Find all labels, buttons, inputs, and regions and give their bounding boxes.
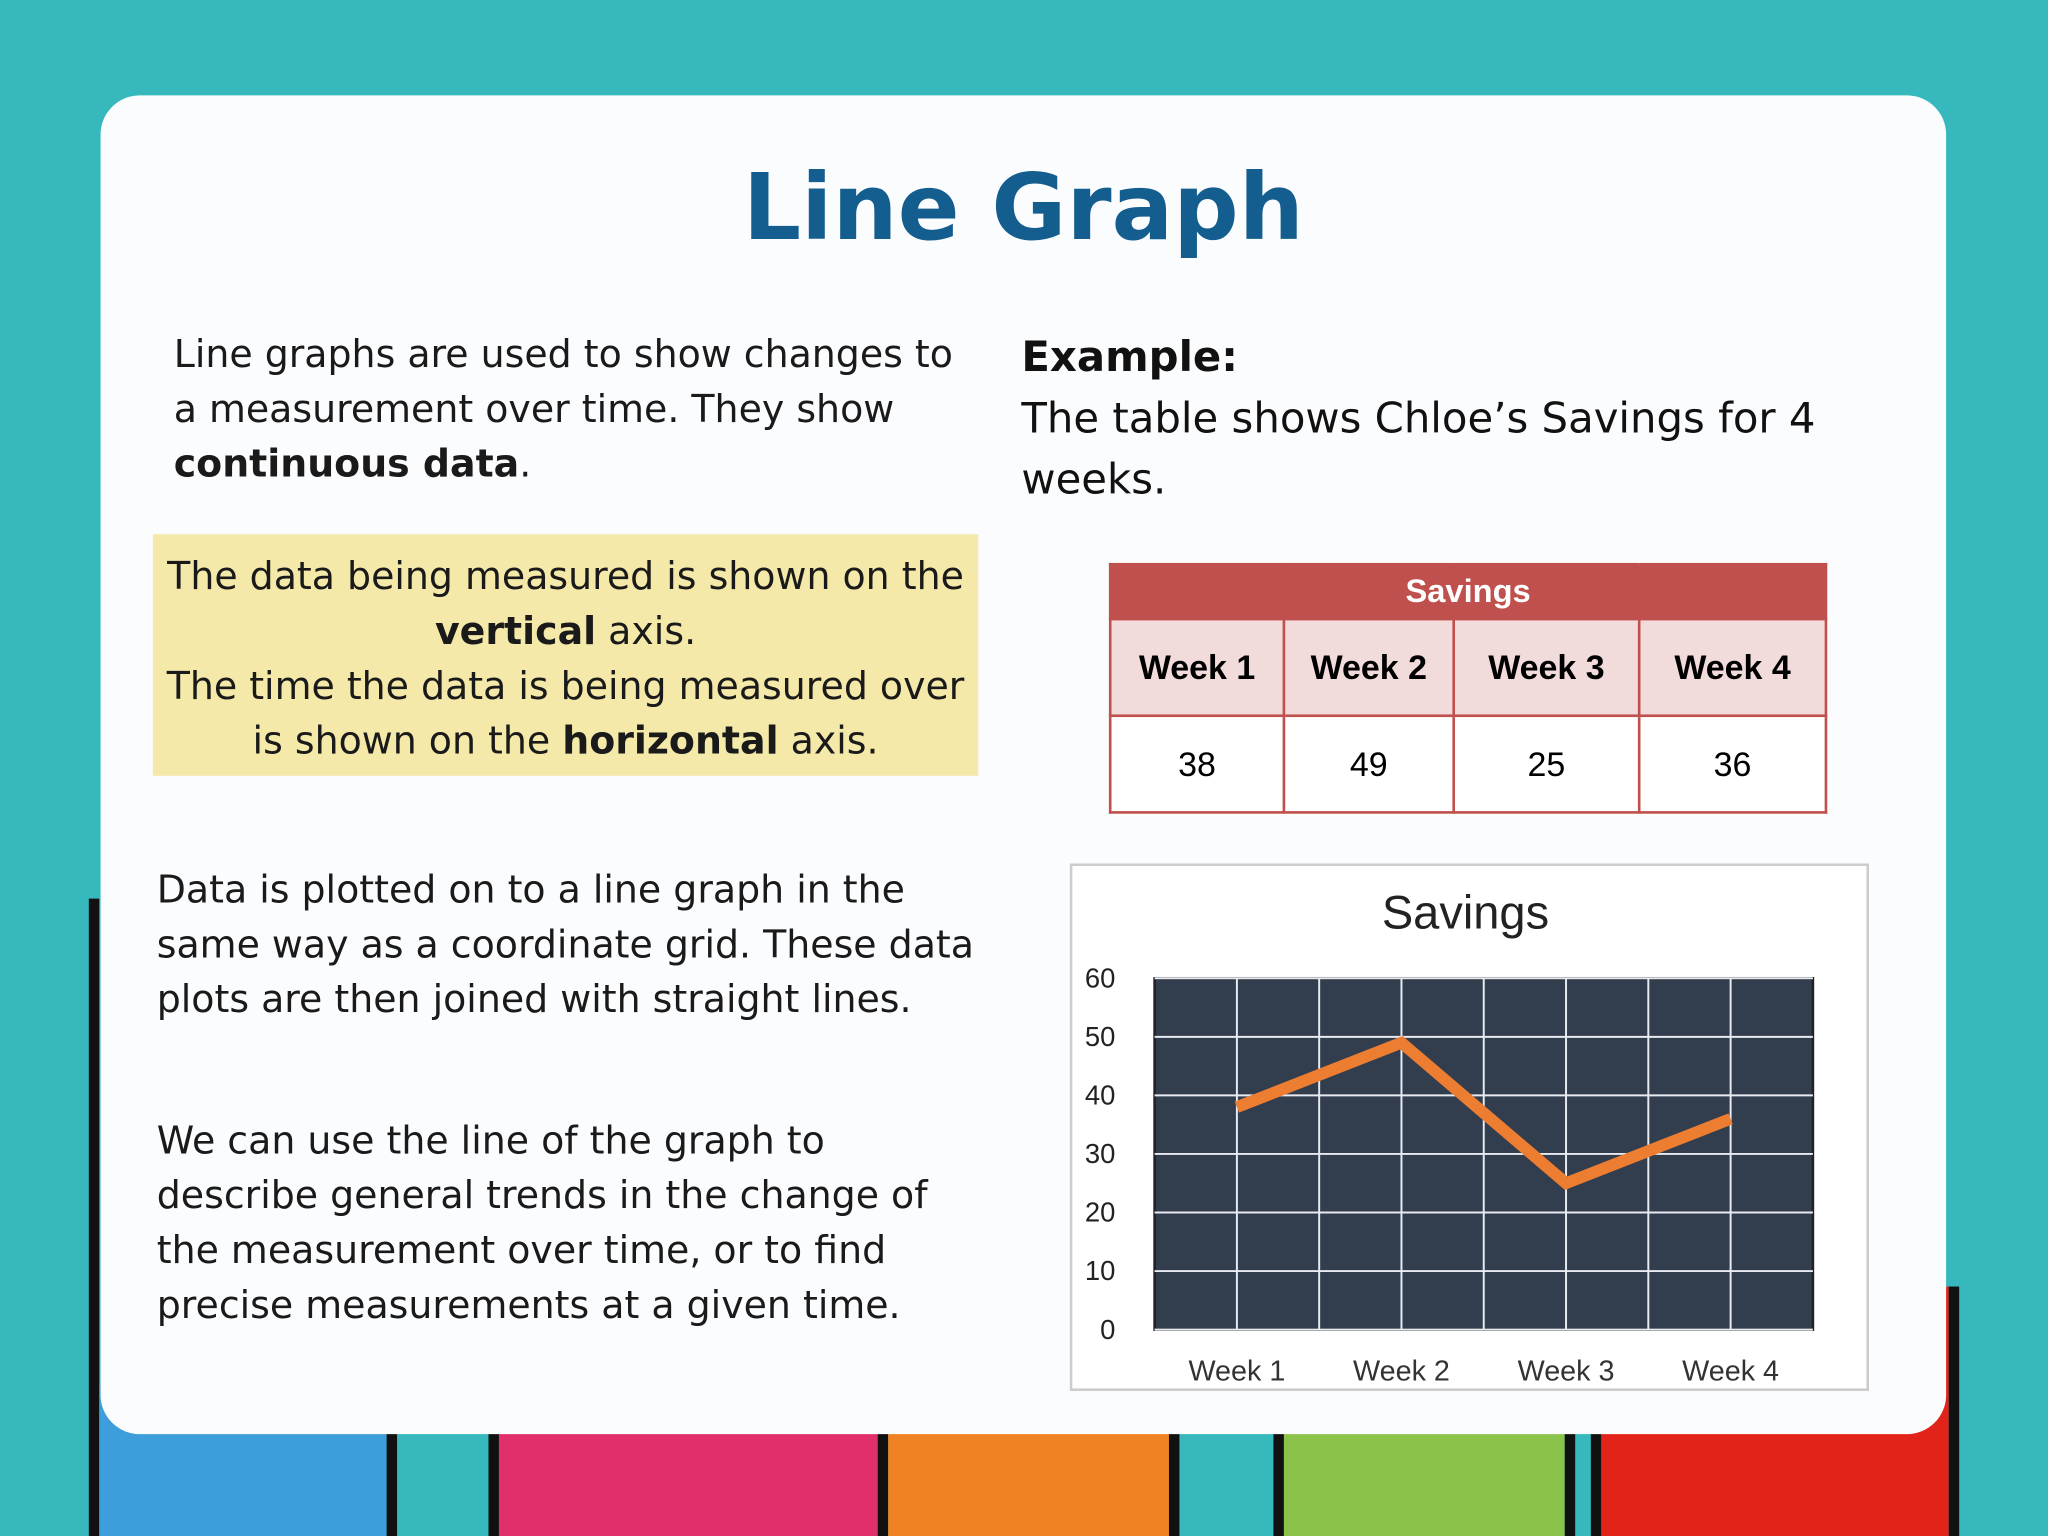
bar-edge <box>877 1384 889 1536</box>
bar-edge <box>88 898 100 1536</box>
x-tick-label: Week 3 <box>1518 1356 1615 1388</box>
y-tick-label: 50 <box>1085 1021 1115 1052</box>
table-header: Week 1 <box>1108 617 1286 718</box>
title: Line Graph <box>742 154 1304 262</box>
paragraph: Data is plotted on to a line graph in th… <box>156 867 974 1022</box>
text: Line graphs are used to show changes to … <box>173 331 953 432</box>
table-cell: 49 <box>1282 714 1456 814</box>
bar-edge <box>488 1384 499 1536</box>
table-header: Week 3 <box>1452 617 1641 718</box>
text: axis. <box>778 718 879 763</box>
text: The time the data is being measured over… <box>166 663 965 763</box>
callout-sentence: The time the data is being measured over… <box>153 658 978 768</box>
text: axis. <box>596 608 697 654</box>
chart: Savings 0 10 20 30 40 50 60 Week 1 Week 2 Week 3 W… <box>1069 863 1870 1392</box>
y-tick-label: 40 <box>1085 1080 1115 1111</box>
savings-table: Savings Week 1 Week 2 Week 3 Week 4 38 4… <box>1108 562 1828 814</box>
example: Example: The table shows Chloe’s Savings… <box>1021 327 1909 511</box>
table-title: Savings <box>1108 562 1828 621</box>
table-header: Week 4 <box>1637 617 1828 718</box>
text: . <box>519 441 532 486</box>
intro-text: Line graphs are used to show changes to … <box>174 327 971 492</box>
table-cell: 36 <box>1637 714 1828 814</box>
x-tick-label: Week 4 <box>1682 1356 1779 1388</box>
bar-edge <box>1273 1384 1284 1536</box>
bold-text: continuous data <box>173 441 520 486</box>
x-tick-label: Week 1 <box>1188 1356 1285 1388</box>
table-header: Week 2 <box>1282 617 1456 718</box>
x-tick-label: Week 2 <box>1353 1356 1450 1388</box>
y-tick-label: 10 <box>1085 1255 1115 1286</box>
table-cell: 38 <box>1108 714 1286 814</box>
callout-box: The data being measured is shown on the … <box>152 534 979 776</box>
bar-edge <box>1168 1384 1180 1536</box>
bar-edge <box>386 1384 398 1536</box>
y-tick-label: 0 <box>1100 1314 1115 1345</box>
bar-edge <box>1564 1384 1576 1536</box>
y-tick-label: 30 <box>1085 1138 1115 1169</box>
example-label: Example: <box>1021 331 1238 382</box>
paragraph: We can use the line of the graph to desc… <box>156 1118 928 1328</box>
table-cell: 25 <box>1452 714 1641 814</box>
bold-text: horizontal <box>562 718 779 763</box>
text: The data being measured is shown on the <box>167 553 964 599</box>
example-text: The table shows Chloe’s Savings for 4 we… <box>1021 393 1816 505</box>
data-line <box>1234 1035 1733 1190</box>
y-tick-label: 20 <box>1085 1197 1115 1228</box>
bar-edge <box>1948 1286 1960 1536</box>
chart-title: Savings <box>1382 886 1549 939</box>
bold-text: vertical <box>434 608 597 654</box>
callout-sentence: The data being measured is shown on the … <box>153 549 978 659</box>
y-tick-label: 60 <box>1085 962 1115 993</box>
